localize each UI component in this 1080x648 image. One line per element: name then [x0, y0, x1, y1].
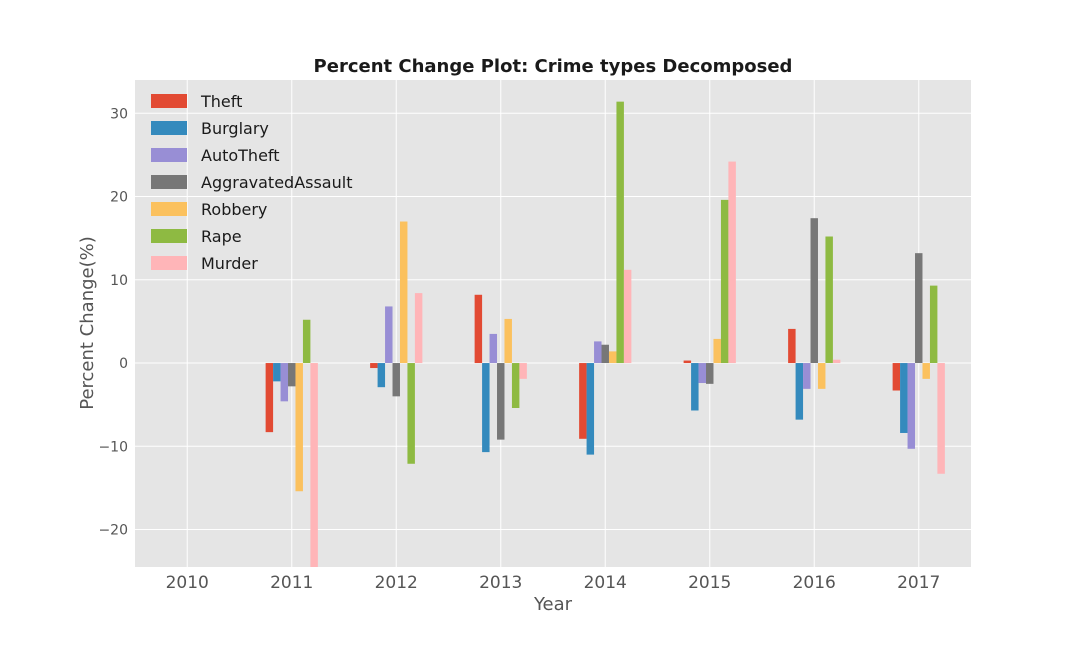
bar-aggravatedassault — [915, 253, 923, 364]
bar-rape — [929, 285, 938, 364]
bar-rape — [825, 236, 833, 364]
legend-swatch — [151, 94, 187, 108]
bar-rape — [720, 199, 729, 364]
bar-theft — [683, 360, 692, 364]
legend-label: Rape — [201, 227, 242, 246]
x-tick-label: 2012 — [375, 573, 418, 593]
x-tick-label: 2011 — [270, 573, 313, 593]
bar-robbery — [504, 318, 512, 364]
bar-rape — [511, 363, 520, 408]
bar-autotheft — [385, 306, 393, 364]
legend-label: AggravatedAssault — [201, 173, 352, 192]
bar-rape — [302, 319, 311, 364]
bar-aggravatedassault — [706, 363, 714, 384]
y-tick-label: 0 — [119, 356, 128, 372]
legend-label: Theft — [200, 92, 242, 111]
bar-murder — [937, 363, 945, 474]
x-tick-label: 2014 — [584, 573, 627, 593]
bar-burglary — [691, 363, 699, 411]
x-tick-label: 2013 — [479, 573, 522, 593]
bar-theft — [892, 363, 901, 391]
bar-aggravatedassault — [810, 218, 818, 364]
bar-rape — [407, 363, 415, 464]
bars-group — [265, 101, 945, 567]
bar-murder — [728, 161, 736, 364]
legend-swatch — [151, 148, 187, 162]
bar-autotheft — [698, 363, 707, 384]
x-tick-label: 2016 — [793, 573, 836, 593]
legend-label: Burglary — [201, 119, 269, 138]
legend: Theft Burglary AutoTheft AggravatedAssault R… — [151, 92, 352, 273]
bar-burglary — [273, 363, 281, 382]
bar-robbery — [817, 363, 826, 389]
legend-swatch — [151, 229, 187, 243]
bar-rape — [616, 101, 624, 364]
legend-label: Murder — [201, 254, 258, 273]
bar-theft — [474, 294, 483, 364]
y-tick-label: 30 — [110, 106, 128, 122]
bar-aggravatedassault — [392, 363, 400, 397]
bar-murder — [832, 359, 841, 364]
legend-swatch — [151, 121, 187, 135]
bar-theft — [579, 363, 587, 439]
bar-autotheft — [489, 333, 498, 364]
bar-theft — [370, 363, 378, 369]
bar-aggravatedassault — [497, 363, 505, 440]
legend-label: AutoTheft — [201, 146, 280, 165]
bar-aggravatedassault — [601, 344, 609, 364]
bar-robbery — [399, 221, 408, 364]
bar-burglary — [482, 363, 490, 453]
y-tick-label: 10 — [110, 273, 128, 289]
x-tick-label: 2015 — [688, 573, 731, 593]
y-tick-label: 20 — [110, 190, 128, 206]
bar-aggravatedassault — [288, 363, 296, 387]
bar-robbery — [713, 338, 721, 364]
bar-autotheft — [907, 363, 916, 449]
bar-autotheft — [280, 363, 289, 402]
bar-autotheft — [594, 341, 602, 364]
bar-burglary — [795, 363, 804, 420]
bar-murder — [519, 363, 527, 379]
bar-murder — [310, 363, 318, 567]
bar-murder — [623, 269, 632, 364]
bar-murder — [414, 293, 423, 364]
legend-swatch — [151, 175, 187, 189]
x-axis-label: Year — [533, 594, 573, 615]
legend-swatch — [151, 202, 187, 216]
chart-title: Percent Change Plot: Crime types Decompo… — [314, 56, 793, 77]
bar-autotheft — [803, 363, 811, 389]
bar-burglary — [900, 363, 908, 433]
x-tick-label: 2010 — [166, 573, 209, 593]
bar-robbery — [295, 363, 303, 492]
y-axis-label: Percent Change(%) — [77, 236, 98, 410]
x-tick-label: 2017 — [897, 573, 940, 593]
legend-swatch — [151, 256, 187, 270]
bar-burglary — [586, 363, 595, 455]
bar-robbery — [608, 351, 617, 364]
y-tick-labels: −20 −10 0 10 20 30 — [98, 106, 128, 538]
y-tick-label: −20 — [98, 523, 128, 539]
legend-label: Robbery — [201, 200, 267, 219]
x-tick-labels: 2010 2011 2012 2013 2014 2015 2016 2017 — [166, 573, 941, 593]
bar-theft — [265, 363, 274, 433]
y-tick-label: −10 — [98, 439, 128, 455]
bar-burglary — [377, 363, 386, 388]
bar-robbery — [922, 363, 930, 379]
bar-theft — [788, 328, 796, 364]
